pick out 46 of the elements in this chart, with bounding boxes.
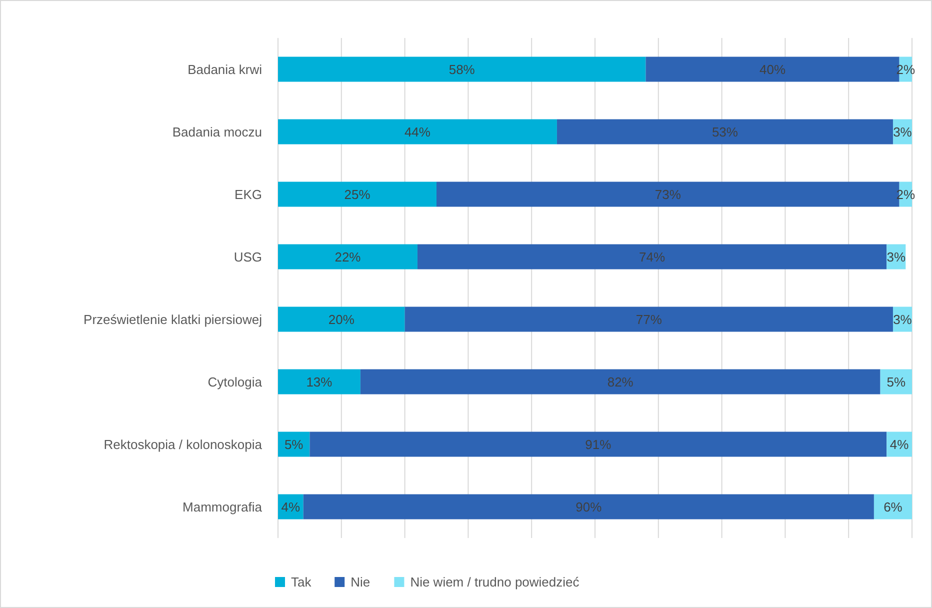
data-label: 3% — [886, 249, 906, 264]
legend-label: Nie wiem / trudno powiedzieć — [410, 574, 580, 590]
bar — [278, 244, 418, 270]
legend-label: Tak — [291, 574, 312, 590]
data-label: 6% — [884, 499, 903, 514]
data-label: 82% — [607, 374, 634, 390]
data-label: 53% — [712, 124, 738, 140]
bar — [404, 306, 893, 332]
data-label: 3% — [893, 312, 912, 327]
bar — [278, 119, 557, 144]
data-label: 91% — [585, 436, 612, 452]
legend-label: Nie — [350, 574, 370, 590]
bar — [874, 494, 912, 520]
data-label: 25% — [344, 186, 371, 202]
y-tick-label: EKG — [234, 186, 262, 202]
y-tick-label: Cytologia — [208, 374, 263, 390]
bar — [303, 494, 874, 520]
y-tick-label: Mammografia — [182, 499, 263, 514]
data-label: 90% — [576, 499, 602, 514]
bar — [360, 369, 880, 394]
data-label: 73% — [654, 186, 682, 202]
data-label: 5% — [284, 436, 304, 452]
data-label: 4% — [281, 499, 301, 514]
y-tick-label: Rektoskopia / kolonoskopia — [104, 436, 263, 452]
y-tick-label: Badania krwi — [188, 62, 262, 77]
bar — [417, 244, 887, 270]
bar — [310, 432, 887, 457]
data-label: 40% — [760, 62, 786, 77]
data-label: 58% — [448, 62, 476, 77]
y-tick-label: Prześwietlenie klatki piersiowej — [84, 312, 262, 327]
data-label: 4% — [890, 436, 910, 452]
data-label: 74% — [639, 249, 666, 264]
y-tick-label: Badania moczu — [172, 124, 262, 140]
data-label: 13% — [306, 374, 333, 390]
y-tick-label: USG — [234, 249, 262, 264]
data-label: 3% — [893, 124, 912, 140]
data-label: 22% — [334, 249, 362, 264]
bar — [278, 182, 436, 207]
data-label: 5% — [886, 374, 906, 390]
data-label: 20% — [328, 312, 355, 327]
bar — [278, 56, 646, 82]
bar — [278, 369, 360, 394]
bar — [278, 306, 405, 332]
data-label: 77% — [636, 312, 662, 327]
data-label: 44% — [404, 124, 431, 140]
bar — [556, 119, 893, 144]
